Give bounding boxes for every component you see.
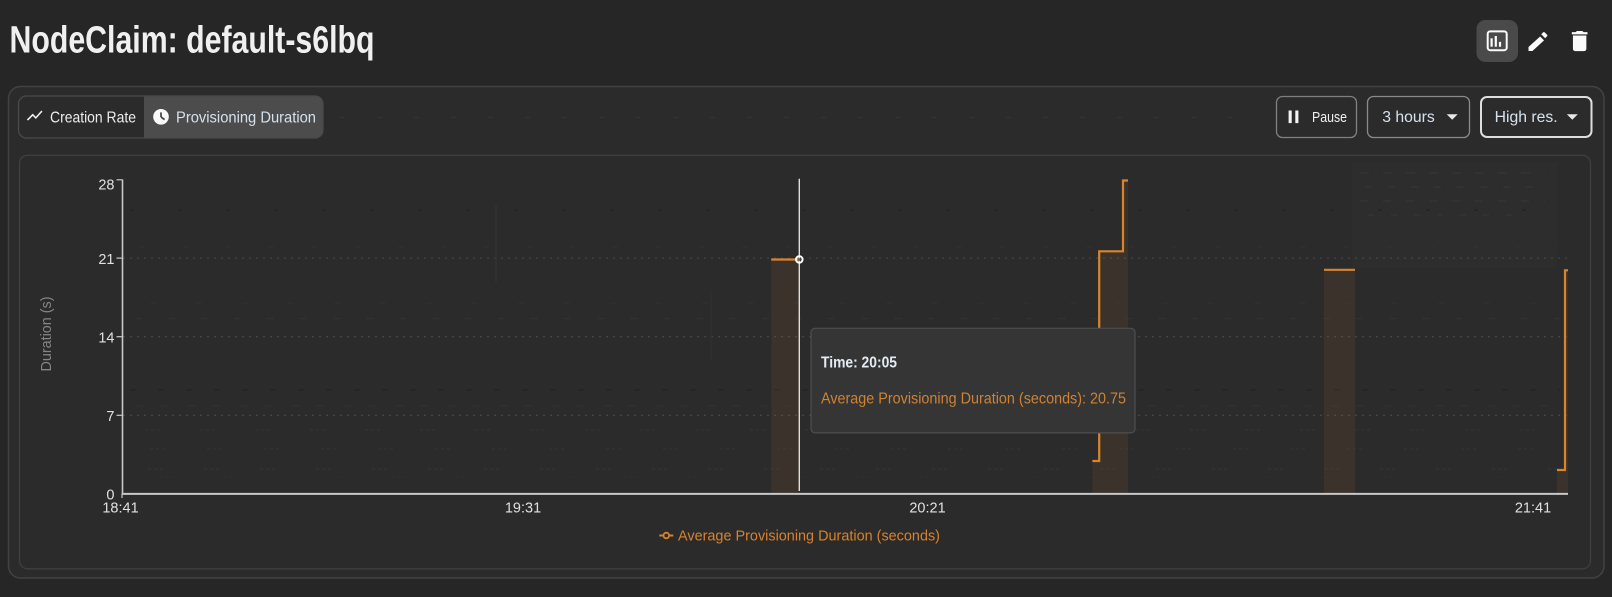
svg-text:Provisioning Duration: Provisioning Duration: [176, 109, 316, 126]
svg-text:Creation Rate: Creation Rate: [50, 109, 136, 126]
svg-text:Average Provisioning Duration: Average Provisioning Duration (seconds): [678, 528, 940, 545]
svg-text:Average Provisioning Duration: Average Provisioning Duration (seconds):…: [821, 390, 1126, 407]
svg-text:20:21: 20:21: [909, 501, 945, 517]
svg-text:Duration (s): Duration (s): [38, 297, 55, 372]
svg-text:High res.: High res.: [1495, 109, 1558, 126]
svg-text:21:41: 21:41: [1515, 501, 1551, 517]
svg-text:7: 7: [106, 409, 114, 425]
svg-text:NodeClaim: default-s6lbq: NodeClaim: default-s6lbq: [10, 20, 375, 62]
svg-text:3 hours: 3 hours: [1382, 109, 1435, 126]
svg-text:19:31: 19:31: [505, 501, 541, 517]
svg-text:14: 14: [98, 330, 114, 346]
svg-text:21: 21: [98, 252, 114, 268]
svg-text:Pause: Pause: [1312, 109, 1347, 126]
svg-text:18:41: 18:41: [102, 501, 138, 517]
svg-text:Time: 20:05: Time: 20:05: [821, 355, 897, 372]
svg-text:28: 28: [98, 177, 114, 193]
svg-text:0: 0: [106, 488, 114, 504]
